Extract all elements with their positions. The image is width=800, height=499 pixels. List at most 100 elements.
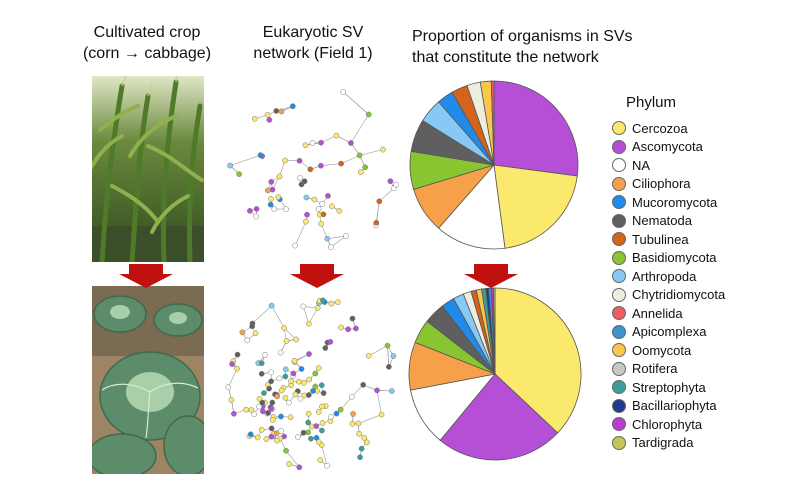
network-node [305, 410, 312, 417]
network-node [345, 326, 351, 333]
network-node [343, 233, 349, 239]
network-node [273, 108, 280, 114]
network-node [278, 108, 285, 115]
legend-swatch [612, 121, 626, 136]
network-node [258, 370, 265, 377]
network-node [338, 324, 344, 331]
network-node [271, 206, 278, 212]
legend-swatch [612, 380, 626, 395]
network-edge [303, 306, 310, 324]
network-node [282, 366, 289, 373]
network-node [337, 406, 344, 413]
legend-label: Rotifera [632, 361, 678, 377]
network-node [390, 353, 397, 359]
network-node [268, 378, 274, 385]
network-edge [320, 163, 342, 167]
network-node [350, 411, 356, 417]
network-edge [376, 201, 380, 223]
legend-label: Oomycota [632, 342, 692, 358]
pie-chart-after [408, 287, 582, 461]
pie-slice-cercozoa [494, 287, 582, 434]
pie-slice-cercozoa [493, 164, 578, 249]
network-node [309, 140, 316, 146]
network-node [320, 297, 326, 304]
network-node [258, 427, 265, 433]
network-node [305, 392, 312, 398]
legend-label: Chytridiomycota [632, 287, 726, 303]
network-node [269, 399, 276, 406]
network-node [289, 103, 296, 110]
network-node [356, 430, 362, 437]
network-node [355, 420, 362, 427]
crop-title: Cultivated crop (corn → cabbage) [62, 22, 232, 64]
network-node [348, 394, 355, 400]
legend-swatch [612, 176, 626, 191]
network-graph-after [225, 297, 397, 471]
network-node [393, 181, 399, 188]
network-node [335, 299, 341, 305]
network-node [293, 336, 299, 343]
network-node [285, 399, 292, 406]
legend-item: Annelida [612, 304, 792, 323]
network-title-line2: network (Field 1) [253, 45, 373, 62]
network-node [239, 329, 246, 336]
network-node [303, 218, 309, 225]
network-node [247, 431, 254, 438]
network-node [227, 162, 233, 169]
network-node [228, 397, 235, 403]
legend-swatch [612, 250, 626, 265]
network-node [318, 139, 324, 146]
network-node [268, 196, 274, 202]
legend-item: Ciliophora [612, 175, 792, 194]
network-node [318, 220, 325, 227]
network-edge [340, 155, 360, 164]
network-node [349, 420, 356, 427]
network-node [340, 89, 347, 95]
network-node [388, 388, 395, 394]
network-node [357, 169, 364, 176]
network-node [319, 420, 326, 426]
network-node [380, 146, 386, 153]
network-edge [308, 307, 318, 324]
network-node [298, 366, 305, 372]
legend-label: Mucoromycota [632, 194, 718, 210]
legend-swatch [612, 195, 626, 210]
legend-items: Cercozoa Ascomycota NA Ciliophora Mucoromyco… [612, 119, 792, 452]
network-node [320, 211, 327, 218]
network-node [296, 157, 303, 164]
network-node [298, 181, 305, 188]
legend-item: Streptophyta [612, 378, 792, 397]
legend-swatch [612, 139, 626, 154]
network-node [306, 351, 312, 357]
network-node [315, 365, 322, 371]
network-node [261, 390, 267, 396]
network-node [333, 410, 340, 417]
network-node [266, 385, 272, 392]
network-node [302, 142, 309, 149]
pie-chart-before [409, 80, 579, 250]
network-node [353, 325, 359, 332]
network-node [314, 305, 321, 311]
legend-label: NA [632, 157, 651, 173]
network-node [300, 303, 307, 310]
network-node [295, 378, 302, 385]
network-node [291, 357, 298, 364]
legend-label: Ciliophora [632, 176, 691, 192]
crop-title-line2: (corn → cabbage) [82, 45, 212, 62]
network-graph-before [227, 89, 399, 251]
network-node [236, 171, 242, 177]
network-edge [327, 235, 347, 240]
network-title: Eukaryotic SV network (Field 1) [238, 22, 388, 64]
network-node [317, 457, 324, 463]
legend-label: Cercozoa [632, 120, 688, 136]
network-node [268, 178, 275, 185]
network-node [256, 403, 262, 410]
legend-item: Apicomplexa [612, 323, 792, 342]
network-edge [294, 221, 307, 246]
network-node [327, 339, 334, 345]
network-node [364, 439, 370, 446]
network-node [254, 434, 261, 441]
network-node [324, 235, 331, 242]
legend-item: Chlorophyta [612, 415, 792, 434]
legend-label: Arthropoda [632, 268, 697, 284]
